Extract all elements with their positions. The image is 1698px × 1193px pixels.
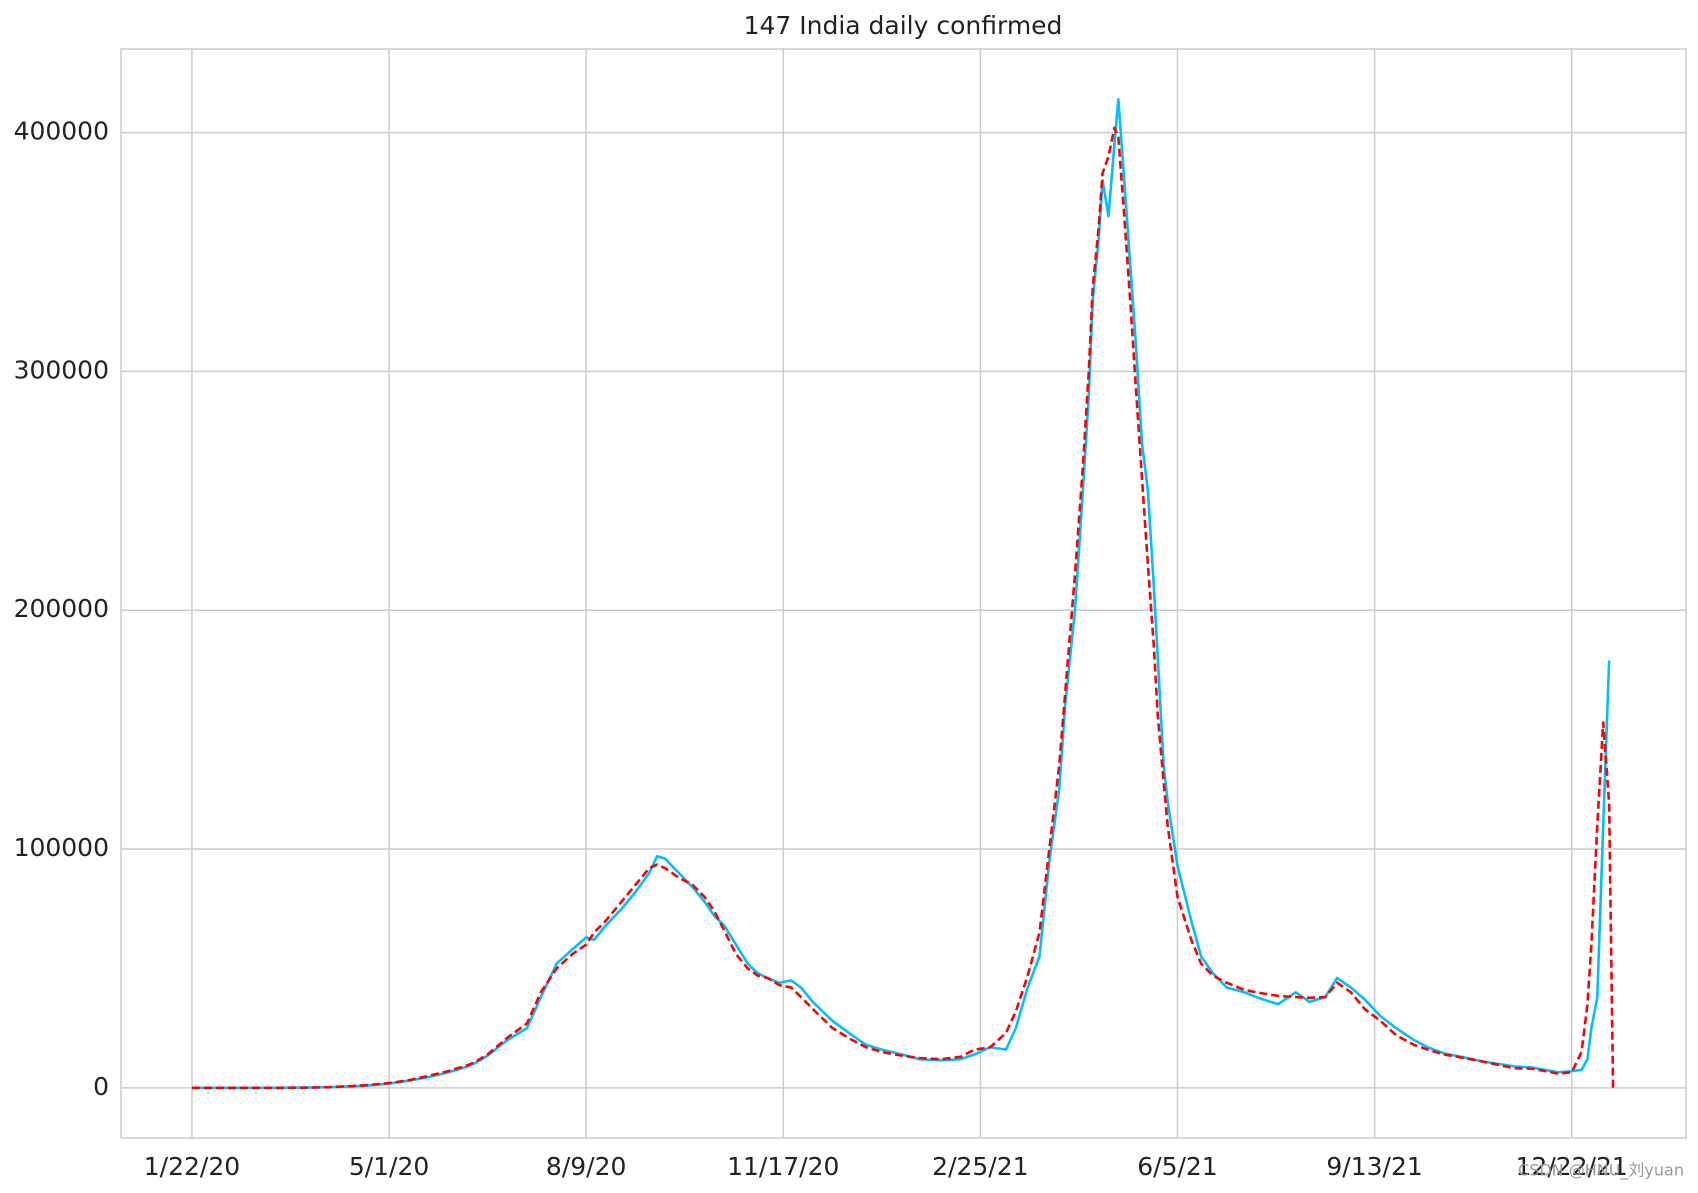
watermark: CSDN @HNU_刘yuan xyxy=(1518,1161,1684,1181)
y-tick-label: 400000 xyxy=(14,117,109,146)
x-tick-label: 12/22/21 xyxy=(1516,1152,1628,1181)
chart-title: 147 India daily confirmed xyxy=(744,11,1063,40)
x-tick-label: 9/13/21 xyxy=(1326,1152,1422,1181)
x-tick-label: 2/25/21 xyxy=(932,1152,1028,1181)
series-line xyxy=(191,97,1611,1090)
plot-frame xyxy=(120,48,1687,1139)
x-tick-label: 11/17/20 xyxy=(727,1152,839,1181)
y-tick-label: 0 xyxy=(93,1072,109,1101)
y-tick-label: 300000 xyxy=(14,355,109,384)
y-tick-label: 200000 xyxy=(14,594,109,623)
x-tick-label: 5/1/20 xyxy=(349,1152,429,1181)
series-line xyxy=(191,126,1615,1090)
x-tick-label: 1/22/20 xyxy=(144,1152,240,1181)
x-tick-label: 6/5/21 xyxy=(1137,1152,1217,1181)
x-tick-label: 8/9/20 xyxy=(546,1152,626,1181)
y-tick-label: 100000 xyxy=(14,833,109,862)
